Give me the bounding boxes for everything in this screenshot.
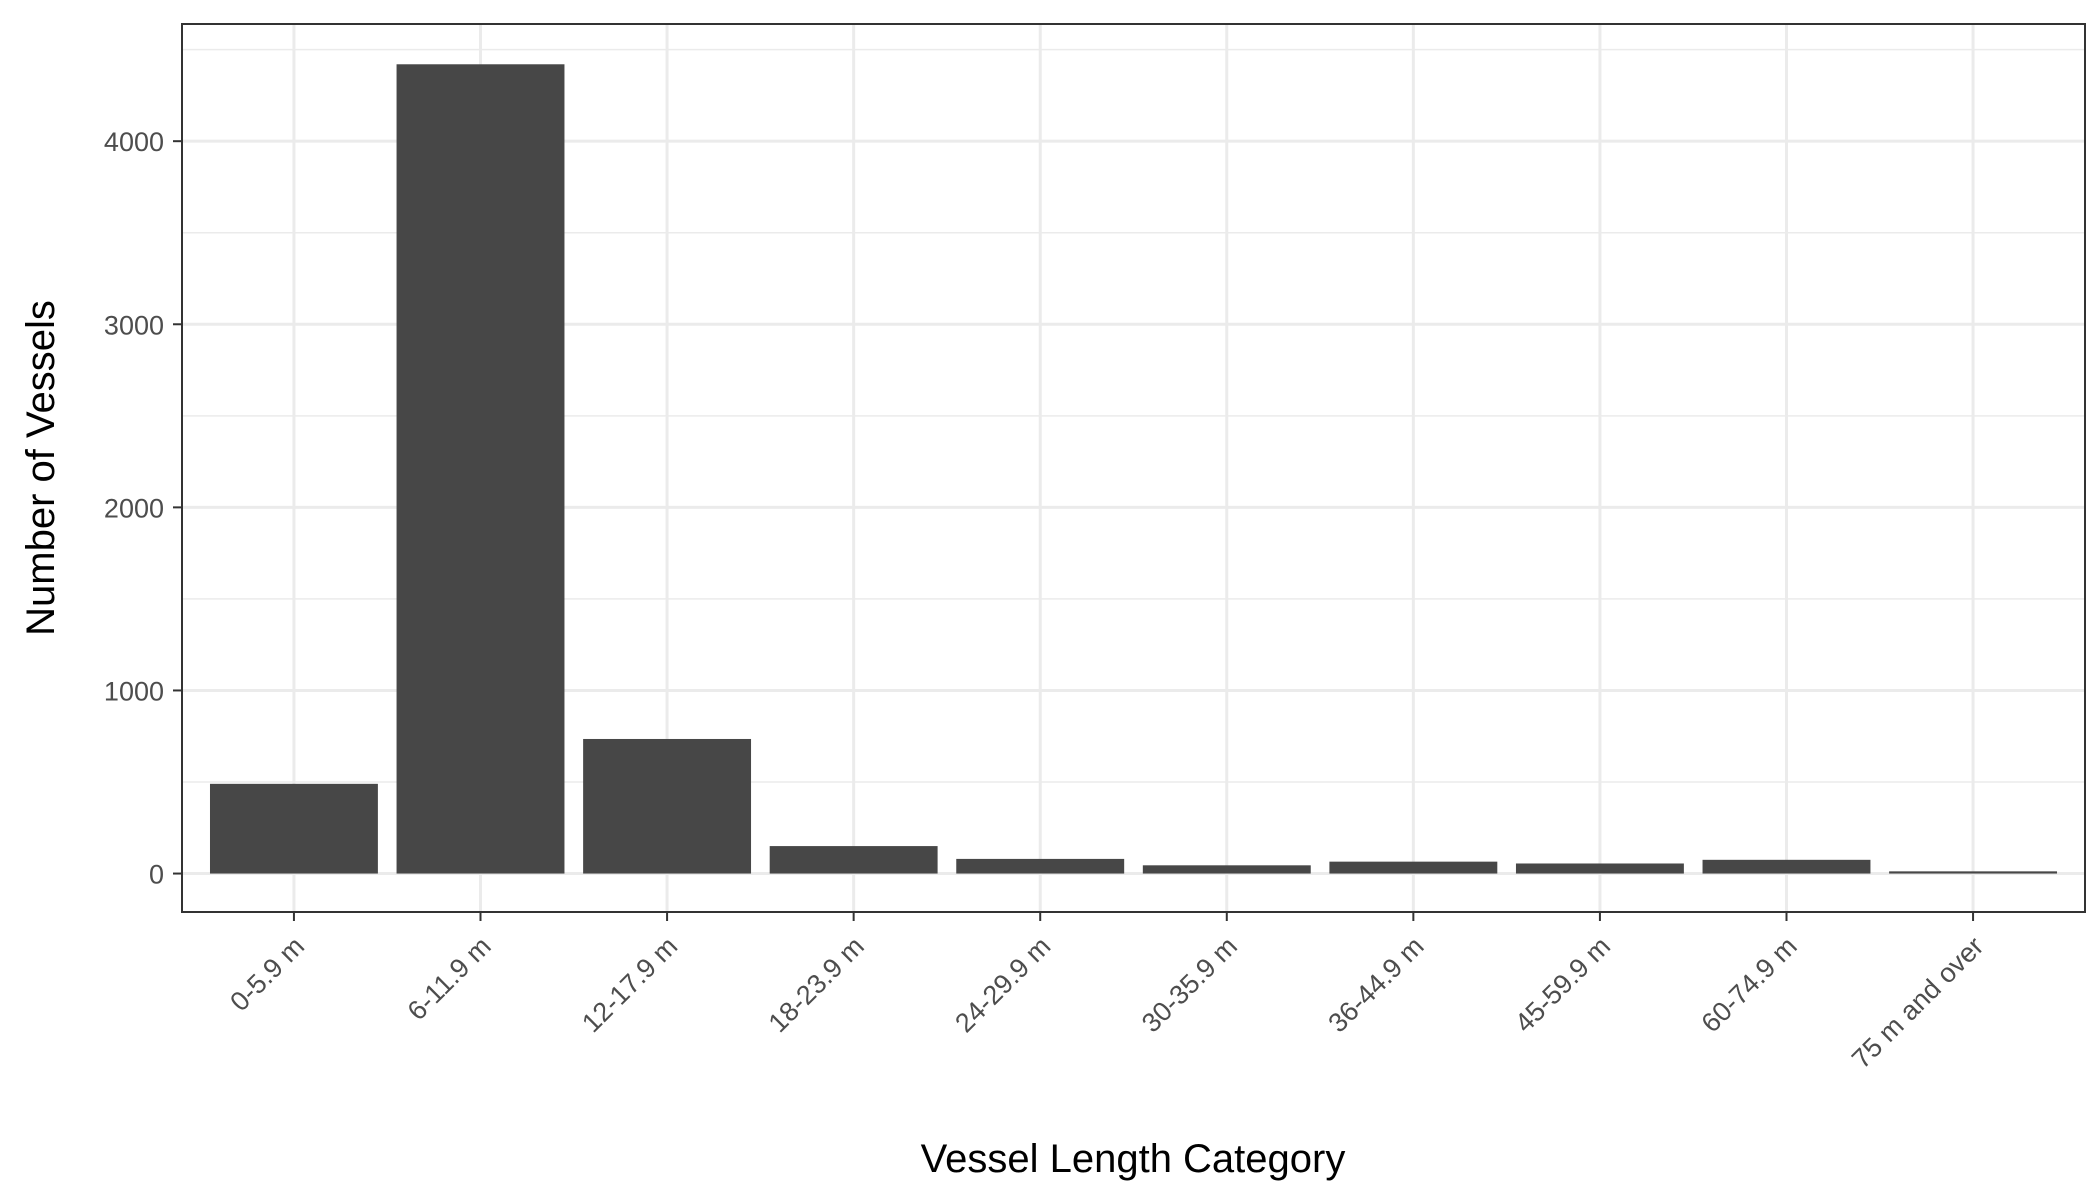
panel-border xyxy=(181,23,2086,913)
x-tick-label: 12-17.9 m xyxy=(576,931,683,1038)
bar xyxy=(956,858,1125,874)
x-tick-label: 18-23.9 m xyxy=(763,931,870,1038)
y-tick-label: 3000 xyxy=(104,310,164,340)
x-tick-label: 0-5.9 m xyxy=(224,931,310,1017)
x-tick-label: 6-11.9 m xyxy=(402,931,497,1026)
x-axis: 0-5.9 m 6-11.9 m 12-17.9 m 18-23.9 m 24-29.9… xyxy=(224,912,1989,1074)
x-tick-label: 75 m and over xyxy=(1846,931,1989,1074)
y-tick-label: 0 xyxy=(149,860,164,890)
x-tick-label: 36-44.9 m xyxy=(1322,931,1429,1038)
y-axis-title: Number of Vessels xyxy=(19,300,63,636)
bar xyxy=(583,738,752,874)
bar xyxy=(1702,859,1871,874)
bar xyxy=(1142,865,1311,874)
x-tick-label: 60-74.9 m xyxy=(1696,931,1803,1038)
bar xyxy=(1889,871,2058,874)
bar xyxy=(769,846,938,874)
y-tick-label: 1000 xyxy=(104,676,164,706)
bar xyxy=(209,783,378,874)
bars xyxy=(209,64,2058,874)
x-tick-label: 45-59.9 m xyxy=(1509,931,1616,1038)
bar xyxy=(396,64,565,874)
bar xyxy=(1329,861,1498,874)
y-tick-label: 4000 xyxy=(104,127,164,157)
y-tick-label: 2000 xyxy=(104,493,164,523)
x-tick-label: 24-29.9 m xyxy=(949,931,1056,1038)
y-axis: 0 1000 2000 3000 4000 xyxy=(104,127,182,890)
bar xyxy=(1515,863,1684,874)
x-tick-label: 30-35.9 m xyxy=(1136,931,1243,1038)
x-axis-title: Vessel Length Category xyxy=(921,1137,1346,1181)
